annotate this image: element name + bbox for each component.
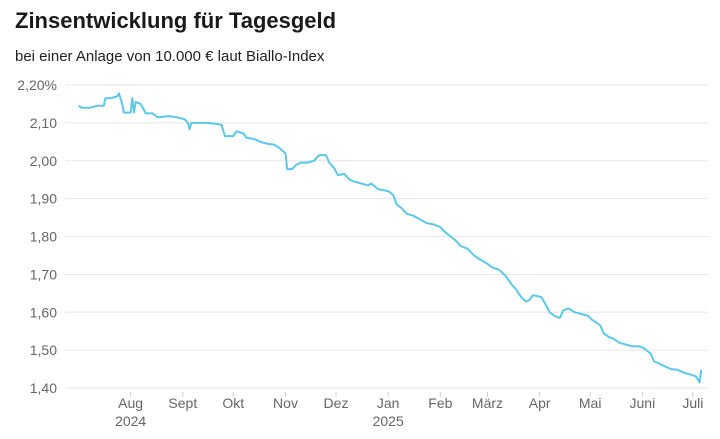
y-tick-label: 1,50 [30,342,57,358]
x-tick-label: Juni [630,395,656,411]
x-tick-label: Feb [428,395,452,411]
series-line [78,92,703,384]
y-tick-label: 2,20% [17,77,57,93]
chart-title: Zinsentwicklung für Tagesgeld [15,8,337,33]
x-tick-label: Nov [273,395,298,411]
y-tick-label: 1,90 [30,191,57,207]
grid-lines [65,84,708,389]
x-tick-year-label: 2025 [373,413,404,429]
y-tick-label: 1,80 [30,229,57,245]
y-axis-ticks: 2,20% 2,10 2,00 1,90 1,80 1,70 1,60 1,50 1,40 [17,77,57,396]
y-tick-label: 2,10 [30,115,57,131]
x-axis-ticks: Aug 2024 Sept Okt Nov Dez Jan 2025 Feb März Apr Mai… [115,392,703,429]
x-tick-label: Juli [682,395,703,411]
x-tick-label: Sept [168,395,197,411]
x-tick-year-label: 2024 [115,413,146,429]
x-tick-label: Aug [118,395,143,411]
x-tick-label: Dez [324,395,349,411]
x-tick-label: Jan [377,395,400,411]
x-tick-label: März [472,395,503,411]
x-tick-label: Apr [529,395,551,411]
x-tick-label: Okt [222,395,244,411]
chart-subtitle: bei einer Anlage von 10.000 € laut Biall… [15,48,325,65]
y-tick-label: 1,70 [30,266,57,282]
y-tick-label: 2,00 [30,153,57,169]
x-tick-label: Mai [579,395,602,411]
y-tick-label: 1,60 [30,304,57,320]
y-tick-label: 1,40 [30,380,57,396]
series-layer [78,92,703,384]
